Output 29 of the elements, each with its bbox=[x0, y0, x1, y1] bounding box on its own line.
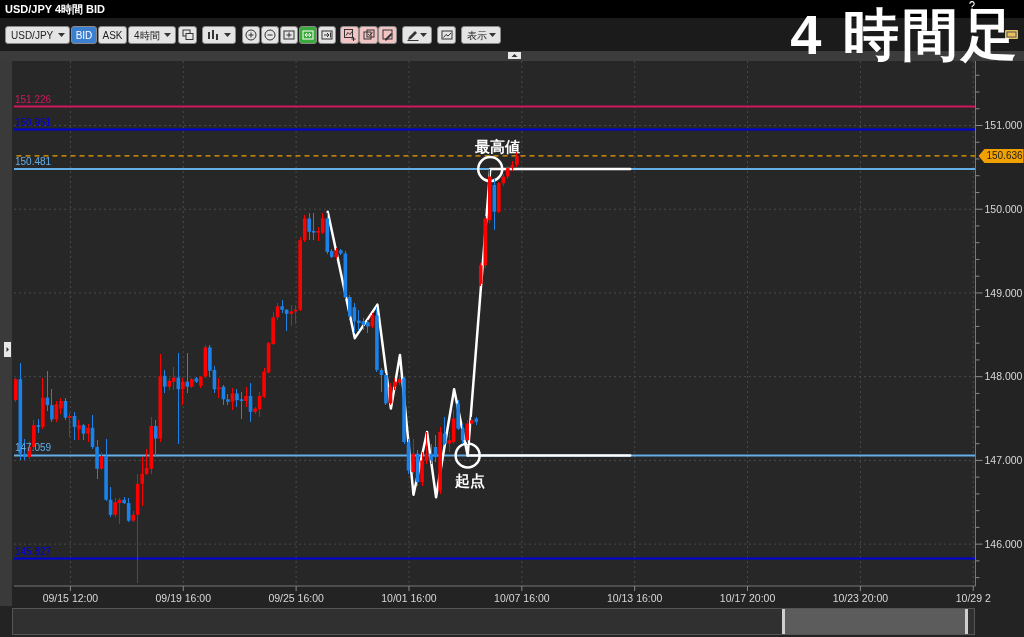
x-tick-label: 10/07 16:00 bbox=[494, 592, 550, 604]
y-tick-label: 148.000 bbox=[984, 370, 1023, 383]
y-tick-label: 151.000 bbox=[984, 119, 1023, 132]
y-tick-label: 147.000 bbox=[984, 454, 1023, 467]
y-tick-label: 150.000 bbox=[984, 202, 1023, 215]
x-tick-label: 09/25 16:00 bbox=[268, 592, 325, 604]
ref-line-label: 145.827 bbox=[15, 545, 52, 557]
annotation: 起点 bbox=[453, 472, 485, 490]
ref-line-label: 150.951 bbox=[15, 116, 52, 128]
view-dropdown: 表示 bbox=[461, 26, 501, 44]
x-tick-label: 10/17 20:00 bbox=[719, 592, 776, 604]
ref-line-label: 150.636 bbox=[986, 150, 1024, 162]
x-tick-label: 09/19 16:00 bbox=[155, 592, 212, 604]
x-tick-label: 10/13 16:00 bbox=[606, 592, 663, 604]
chart-subtitle: 4 時間足 bbox=[790, 2, 1020, 68]
annotation: 最高値 bbox=[473, 138, 520, 156]
symbol-dropdown: USD/JPY bbox=[5, 26, 70, 44]
y-tick-label: 146.000 bbox=[984, 537, 1023, 550]
ask-button: ASK bbox=[98, 26, 127, 44]
ref-line-label: 151.226 bbox=[15, 93, 52, 105]
x-tick-label: 10/23 20:00 bbox=[832, 592, 889, 604]
ref-line-label: 150.481 bbox=[15, 155, 52, 167]
y-tick-label: 149.000 bbox=[984, 286, 1023, 299]
x-tick-label: 10/01 16:00 bbox=[381, 592, 437, 604]
bid-button: BID bbox=[71, 26, 97, 44]
chart-title: USD/JPY 4時間 BID bbox=[5, 3, 106, 16]
x-tick-label: 10/29 2 bbox=[955, 592, 991, 604]
timeframe-dropdown: 4時間 bbox=[128, 26, 176, 44]
x-tick-label: 09/15 12:00 bbox=[42, 592, 99, 604]
